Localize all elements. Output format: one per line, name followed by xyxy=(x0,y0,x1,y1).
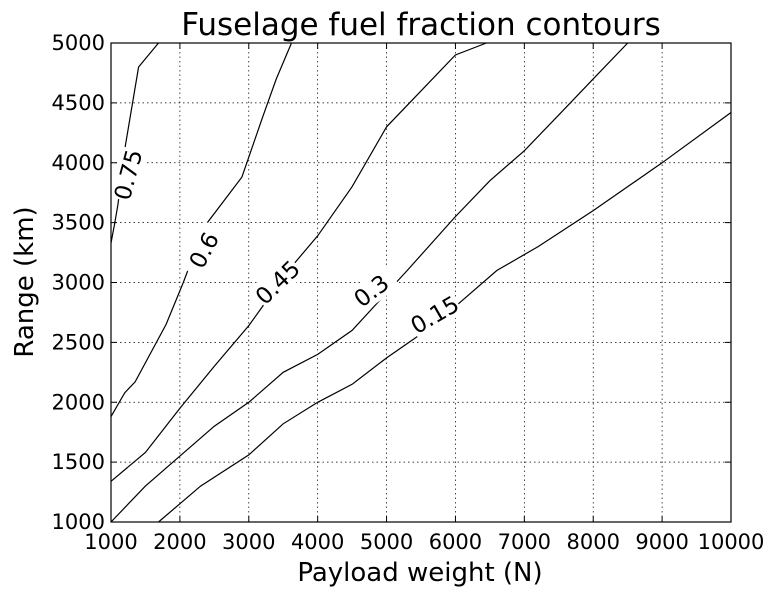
y-tick-label: 2500 xyxy=(52,330,105,354)
y-tick-label: 4500 xyxy=(52,91,105,115)
x-tick-label: 2000 xyxy=(153,530,206,554)
contour-label-gap xyxy=(249,255,306,310)
contour-line-0.3 xyxy=(110,42,629,523)
y-tick-label: 1000 xyxy=(52,510,105,534)
contour-label-gap xyxy=(342,264,400,317)
y-tick-label: 3000 xyxy=(52,271,105,295)
x-tick-labels: 1000 2000 3000 4000 5000 6000 7000 8000 9000 1000… xyxy=(84,530,764,554)
x-tick-label: 1000 xyxy=(84,530,137,554)
x-tick-label: 8000 xyxy=(566,530,619,554)
chart-title: Fuselage fuel fraction contours xyxy=(181,7,661,43)
contour-label-gap xyxy=(405,290,464,340)
y-tick-label: 3500 xyxy=(52,211,105,235)
y-tick-label: 2000 xyxy=(52,390,105,414)
x-tick-label: 10000 xyxy=(698,530,765,554)
contour-label-gap xyxy=(180,221,228,280)
axis-ticks xyxy=(110,42,732,523)
y-axis-label: Range (km) xyxy=(10,206,40,357)
y-tick-labels: 1000 1500 2000 2500 3000 3500 4000 4500 5000 xyxy=(52,31,105,534)
x-tick-label: 9000 xyxy=(635,530,688,554)
y-tick-label: 5000 xyxy=(52,31,105,55)
x-tick-label: 4000 xyxy=(291,530,344,554)
x-tick-label: 6000 xyxy=(429,530,482,554)
y-tick-label: 1500 xyxy=(52,450,105,474)
x-tick-label: 3000 xyxy=(222,530,275,554)
contour-line-0.15 xyxy=(158,112,732,523)
x-tick-label: 7000 xyxy=(498,530,551,554)
contour-label-gap xyxy=(108,146,148,204)
x-axis-label: Payload weight (N) xyxy=(297,558,542,588)
x-tick-label: 5000 xyxy=(360,530,413,554)
y-tick-label: 4000 xyxy=(52,151,105,175)
